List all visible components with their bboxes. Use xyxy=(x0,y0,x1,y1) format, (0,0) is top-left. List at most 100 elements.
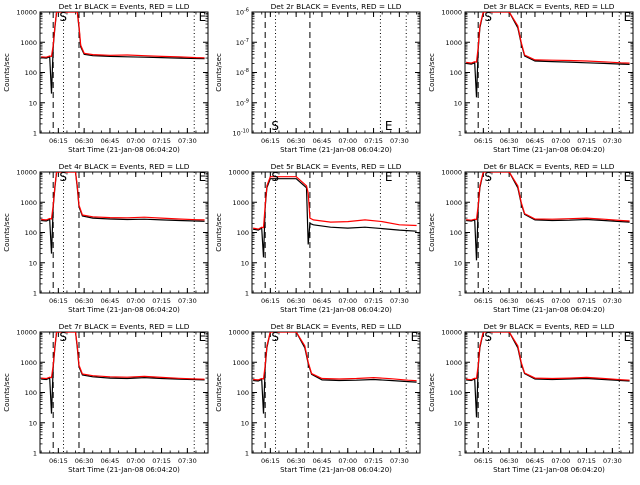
y-tick-label: 10 xyxy=(241,259,249,267)
y-axis-label: Counts/sec xyxy=(428,213,436,252)
y-tick-label: 10000 xyxy=(441,169,462,177)
panel-title: Det 4r BLACK = Events, RED = LLD xyxy=(59,162,190,171)
y-tick-label: 1000 xyxy=(232,199,249,207)
x-tick-label: 07:15 xyxy=(577,457,596,465)
x-tick-label: 06:15 xyxy=(261,137,280,145)
y-axis-label: Counts/sec xyxy=(215,53,223,92)
series-lld xyxy=(466,12,630,64)
y-tick-label: 10 xyxy=(29,259,37,267)
x-tick-label: 06:45 xyxy=(526,457,545,465)
x-tick-label: 06:15 xyxy=(474,137,493,145)
x-tick-label: 07:30 xyxy=(178,137,197,145)
x-tick-label: 06:30 xyxy=(75,297,94,305)
panel-det-2: Det 2r BLACK = Events, RED = LLD Counts/s… xyxy=(215,2,421,154)
panel-det-6: Det 6r BLACK = Events, RED = LLD Counts/s… xyxy=(428,162,634,314)
x-tick-label: 06:30 xyxy=(500,297,519,305)
plot-area xyxy=(41,12,205,133)
panel-title: Det 1r BLACK = Events, RED = LLD xyxy=(59,2,190,11)
plot-area xyxy=(466,12,630,133)
y-tick-label: 100 xyxy=(450,229,462,237)
x-tick-label: 06:45 xyxy=(313,457,332,465)
x-tick-label: 06:15 xyxy=(49,457,68,465)
x-axis-label: Start Time (21-Jan-08 06:04:20) xyxy=(280,306,392,314)
x-tick-label: 06:30 xyxy=(75,137,94,145)
plot-area xyxy=(253,332,417,453)
panel-title: Det 3r BLACK = Events, RED = LLD xyxy=(484,2,615,11)
y-tick-label: 10 xyxy=(29,419,37,427)
x-tick-label: 07:30 xyxy=(603,137,622,145)
x-tick-label: 06:15 xyxy=(474,457,493,465)
x-tick-label: 07:15 xyxy=(577,137,596,145)
x-tick-label: 06:30 xyxy=(287,297,306,305)
x-axis-label: Start Time (21-Jan-08 06:04:20) xyxy=(68,306,180,314)
x-tick-label: 07:15 xyxy=(577,297,596,305)
x-tick-label: 07:00 xyxy=(338,297,357,305)
y-tick-label: 100 xyxy=(450,389,462,397)
marker-e: E xyxy=(385,170,393,184)
marker-s: S xyxy=(484,10,492,24)
x-tick-label: 07:00 xyxy=(126,457,145,465)
series-events xyxy=(41,12,205,94)
x-tick-label: 06:15 xyxy=(474,297,493,305)
y-tick-label: 1000 xyxy=(20,359,37,367)
y-tick-label: 1000 xyxy=(445,199,462,207)
x-tick-label: 06:45 xyxy=(526,297,545,305)
y-tick-label: 1 xyxy=(458,450,462,458)
y-tick-label: 10 xyxy=(454,99,462,107)
plot-area xyxy=(252,172,417,293)
x-tick-label: 07:00 xyxy=(126,137,145,145)
plot-area xyxy=(264,12,407,133)
plot-area xyxy=(41,172,205,293)
x-tick-label: 07:30 xyxy=(390,457,409,465)
x-axis-label: Start Time (21-Jan-08 06:04:20) xyxy=(493,306,605,314)
y-tick-label: 10000 xyxy=(16,169,37,177)
panel-title: Det 2r BLACK = Events, RED = LLD xyxy=(271,2,402,11)
x-axis-label: Start Time (21-Jan-08 06:04:20) xyxy=(280,146,392,154)
panel-det-9: Det 9r BLACK = Events, RED = LLD Counts/s… xyxy=(428,322,634,474)
y-tick-label: 10000 xyxy=(16,9,37,17)
x-axis-label: Start Time (21-Jan-08 06:04:20) xyxy=(493,466,605,474)
x-tick-label: 07:15 xyxy=(152,457,171,465)
y-axis-label: Counts/sec xyxy=(3,53,11,92)
y-axis-label: Counts/sec xyxy=(215,373,223,412)
x-axis-label: Start Time (21-Jan-08 06:04:20) xyxy=(280,466,392,474)
marker-e: E xyxy=(624,170,632,184)
marker-e: E xyxy=(411,330,419,344)
x-tick-label: 06:45 xyxy=(313,137,332,145)
panel-det-1: Det 1r BLACK = Events, RED = LLD Counts/s… xyxy=(3,2,209,154)
plot-area xyxy=(41,332,205,453)
x-tick-label: 07:30 xyxy=(178,297,197,305)
series-lld xyxy=(466,172,630,222)
x-tick-label: 07:15 xyxy=(364,297,383,305)
marker-s: S xyxy=(59,330,67,344)
y-tick-label: 1000 xyxy=(20,39,37,47)
x-tick-label: 07:30 xyxy=(390,297,409,305)
y-tick-label: 10-10 xyxy=(233,129,249,138)
series-lld xyxy=(253,332,417,382)
x-tick-label: 07:30 xyxy=(603,297,622,305)
panel-det-4: Det 4r BLACK = Events, RED = LLD Counts/s… xyxy=(3,162,209,314)
y-tick-label: 1 xyxy=(458,290,462,298)
series-lld xyxy=(41,172,205,221)
marker-e: E xyxy=(385,119,393,133)
marker-s: S xyxy=(271,119,279,133)
y-tick-label: 1 xyxy=(458,130,462,138)
panel-title: Det 8r BLACK = Events, RED = LLD xyxy=(271,322,402,331)
marker-s: S xyxy=(484,330,492,344)
x-tick-label: 06:30 xyxy=(287,457,306,465)
panel-det-8: Det 8r BLACK = Events, RED = LLD Counts/s… xyxy=(215,322,421,474)
x-axis-label: Start Time (21-Jan-08 06:04:20) xyxy=(68,146,180,154)
y-tick-label: 100 xyxy=(237,229,249,237)
x-tick-label: 07:30 xyxy=(178,457,197,465)
x-tick-label: 07:15 xyxy=(152,137,171,145)
y-tick-label: 100 xyxy=(237,389,249,397)
panel-title: Det 6r BLACK = Events, RED = LLD xyxy=(484,162,615,171)
y-tick-label: 1 xyxy=(245,290,249,298)
y-tick-label: 1000 xyxy=(445,39,462,47)
x-tick-label: 07:15 xyxy=(152,297,171,305)
y-axis-label: Counts/sec xyxy=(428,53,436,92)
y-tick-label: 1 xyxy=(33,290,37,298)
y-tick-label: 1000 xyxy=(445,359,462,367)
y-tick-label: 10000 xyxy=(441,329,462,337)
